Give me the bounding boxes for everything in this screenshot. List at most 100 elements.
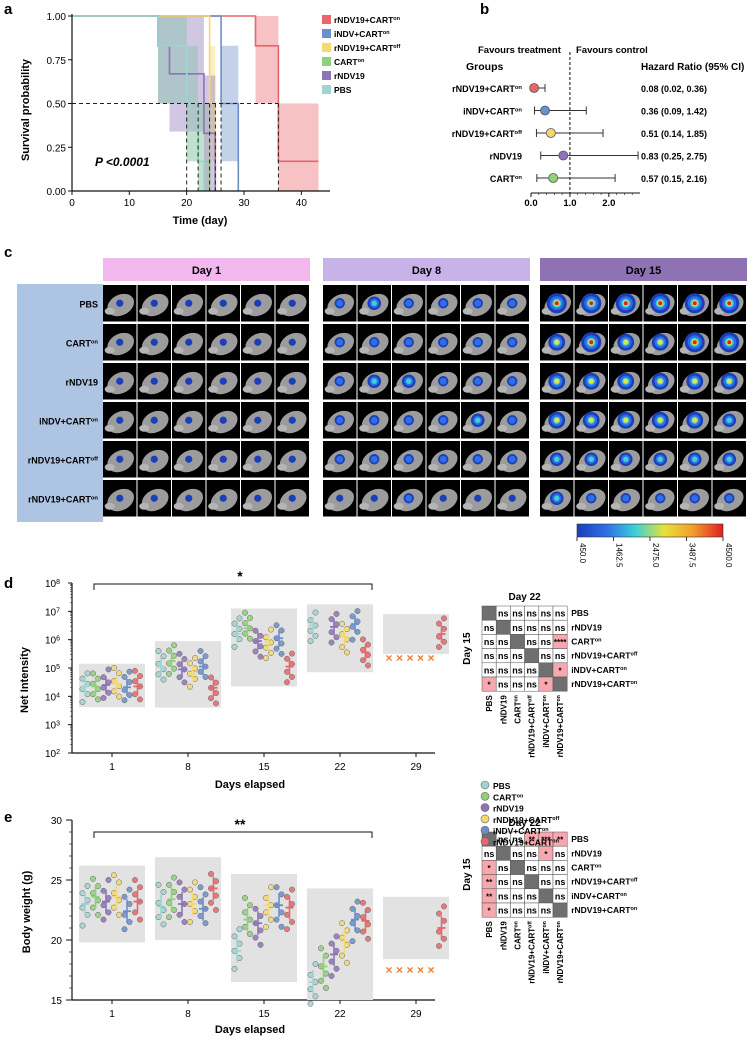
data-point (252, 934, 259, 941)
tumor-signal (508, 338, 516, 346)
mouse-head (277, 502, 288, 510)
data-point (247, 614, 253, 621)
hazard-ratio-header: Hazard Ratio (95% CI) (641, 62, 744, 73)
tumor-signal (288, 299, 296, 307)
tumor-signal (692, 340, 697, 345)
x-tick-label: 29 (410, 762, 422, 773)
data-point (121, 893, 128, 900)
scale-tick-label: 3487.5 (688, 543, 697, 568)
tumor-signal (508, 377, 516, 385)
matrix-cell-value: ns (555, 609, 566, 619)
data-point (79, 922, 86, 929)
mouse-head (208, 307, 219, 315)
data-point (208, 695, 214, 702)
data-point (268, 626, 274, 633)
mouse-head (277, 346, 288, 354)
tumor-signal (508, 299, 516, 307)
matrix-cell (510, 634, 525, 649)
mouse-head (610, 424, 621, 432)
legend-label: PBS (493, 781, 511, 791)
x-tick-label: 15 (258, 1009, 270, 1020)
mouse-head (242, 424, 253, 432)
tumor-signal (288, 494, 296, 502)
y-tick-label: 20 (51, 936, 63, 947)
data-point (100, 695, 107, 701)
groups-header: Groups (466, 61, 503, 73)
matrix-cell (495, 619, 511, 635)
mouse-head (242, 502, 253, 510)
data-point (176, 879, 183, 886)
legend-swatch (322, 15, 331, 24)
dead-group-marker: × (385, 963, 392, 977)
mouse-head (324, 346, 335, 354)
data-point (339, 920, 345, 927)
mouse-head (610, 346, 621, 354)
mouse-head (428, 424, 439, 432)
body-weight-chart: Body weight (g) Days elapsed ** 1 8 15 22 29… (21, 780, 638, 1036)
day-header (103, 258, 310, 281)
tumor-signal (587, 494, 595, 502)
y-tick-label: 103 (45, 720, 60, 732)
matrix-cell-value: ns (526, 665, 537, 675)
matrix-row-label: CARTon (571, 863, 602, 873)
data-point (231, 620, 238, 627)
data-point (166, 914, 172, 921)
mouse-head (277, 385, 288, 393)
mouse-head (497, 424, 508, 432)
mouse-head (173, 346, 184, 354)
data-point (126, 886, 133, 893)
hazard-ratio-value: 0.08 (0.02, 0.36) (641, 84, 707, 94)
tumor-signal (116, 299, 124, 307)
mouse-head (359, 463, 370, 471)
x-tick-label: 30 (238, 198, 250, 209)
data-point (312, 609, 319, 616)
tumor-signal (439, 455, 447, 463)
tumor-signal (370, 494, 378, 502)
mouse-head (359, 307, 370, 315)
data-point (197, 884, 204, 891)
tumor-signal (370, 338, 378, 346)
mouse-head (428, 385, 439, 393)
imaging-row-label: CARTon (66, 338, 99, 348)
matrix-cell (524, 874, 540, 890)
y-tick-label: 108 (45, 579, 60, 591)
legend-swatch (322, 57, 331, 66)
matrix-cell-value: ns (526, 637, 537, 647)
matrix-row-label: rNDV19 (571, 622, 602, 632)
matrix-cell-value: ns (512, 665, 523, 675)
tumor-signal (554, 417, 560, 423)
matrix-col-label: CARTon (514, 695, 523, 724)
data-point (160, 676, 167, 683)
tumor-signal (554, 339, 560, 345)
matrix-col-label: PBS (485, 695, 494, 712)
data-point (252, 648, 259, 655)
survival-curve (72, 15, 319, 163)
mouse-head (541, 424, 552, 432)
legend-label: rNDV19 (334, 71, 365, 81)
data-point (187, 660, 193, 667)
data-point (333, 610, 340, 617)
forest-x-tick-label: 1.0 (563, 198, 576, 209)
tumor-signal (623, 378, 629, 384)
data-point (231, 965, 238, 972)
matrix-col-label: rNDV19+CARTon (556, 921, 565, 983)
data-point (231, 933, 238, 940)
mouse-head (242, 346, 253, 354)
data-point (344, 649, 350, 656)
data-point (328, 639, 335, 646)
panel-label-d: d (4, 575, 13, 592)
net-intensity-chart: Net Intensity Days elapsed * 1 8 15 22 29× × ×… (19, 568, 638, 791)
mouse-head (393, 424, 404, 432)
day-header (323, 258, 530, 281)
data-point (105, 877, 112, 883)
data-point (181, 679, 188, 686)
matrix-cell-value: ns (498, 906, 509, 916)
data-point (202, 920, 209, 927)
data-point (171, 642, 177, 649)
tumor-signal (657, 339, 663, 345)
hazard-ratio-point (540, 105, 550, 116)
net-intensity-xlabel: Days elapsed (215, 779, 285, 791)
matrix-cell-value: ns (498, 637, 509, 647)
matrix-cell-value: ns (526, 623, 537, 633)
matrix-cell-value: ** (486, 878, 493, 887)
